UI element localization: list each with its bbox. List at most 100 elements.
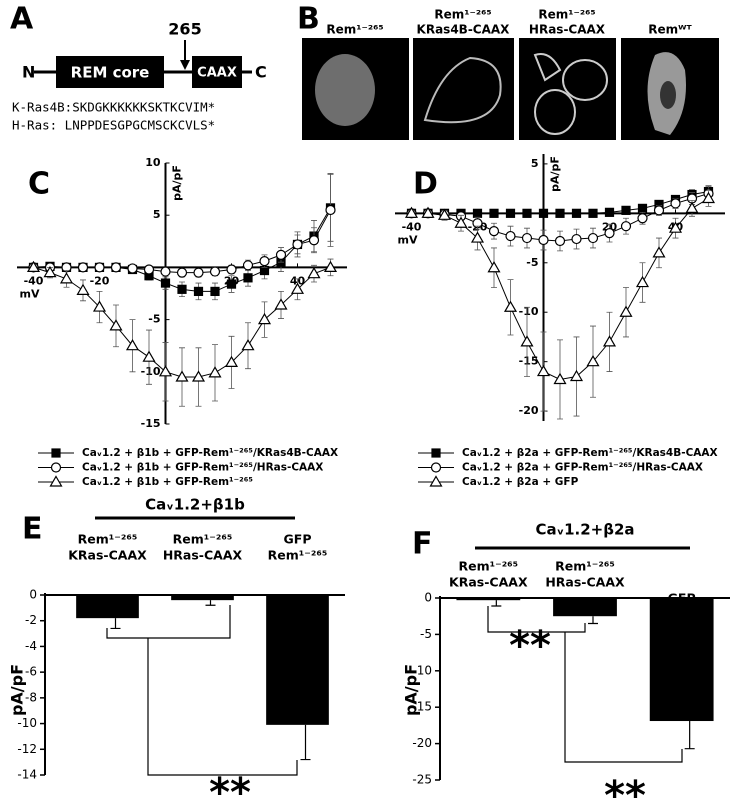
- y-tick-label: -8: [25, 690, 37, 704]
- series-line: [33, 209, 331, 274]
- y-tick-label: 5: [153, 208, 161, 221]
- marker: [620, 221, 632, 232]
- x-axis-label: mV: [20, 287, 40, 300]
- marker: [109, 319, 123, 331]
- y-tick-label: -10: [519, 305, 539, 318]
- y-tick-label: -15: [141, 417, 161, 430]
- image-title: Rem¹⁻²⁶⁵: [326, 23, 383, 37]
- y-tick-label: -10: [412, 663, 432, 677]
- marker: [308, 235, 320, 246]
- rem-core-box: [56, 56, 164, 88]
- caax-label: CAAX: [197, 66, 237, 81]
- error-bar: [110, 618, 121, 630]
- x-axis-label: mV: [398, 233, 418, 246]
- marker: [538, 208, 549, 218]
- marker: [243, 273, 253, 283]
- marker: [125, 339, 140, 351]
- cell: [315, 54, 375, 126]
- marker: [472, 208, 483, 218]
- significance-bracket: [487, 606, 586, 633]
- x-tick-label: HRas-CAAX: [163, 548, 243, 563]
- marker: [555, 208, 565, 218]
- y-tick-label: -20: [519, 404, 539, 417]
- marker: [637, 213, 648, 224]
- y-tick-label: -6: [25, 665, 37, 679]
- marker: [503, 300, 518, 312]
- error-bar: [300, 724, 311, 761]
- legend-label: Caᵥ1.2 + β2a + GFP-Rem¹⁻²⁶⁵/KRas4B-CAAX: [462, 447, 718, 459]
- y-axis-label: pA/pF: [8, 664, 27, 716]
- marker: [637, 203, 648, 213]
- y-tick-label: 10: [145, 156, 161, 169]
- sequence: H-Ras: LNPPDESGPGCMSCKCVLS*: [12, 118, 215, 133]
- marker: [76, 283, 90, 295]
- marker: [619, 305, 633, 317]
- marker: [505, 208, 516, 218]
- y-axis-label: pA/pF: [549, 156, 562, 192]
- marker: [127, 263, 138, 274]
- legend-label: Caᵥ1.2 + β2a + GFP: [462, 476, 579, 488]
- x-tick-label: GFP: [284, 532, 312, 547]
- caax-box: [192, 56, 242, 88]
- panel-label: A: [10, 2, 34, 37]
- legend-label: Caᵥ1.2 + β1b + GFP-Rem¹⁻²⁶⁵/HRas-CAAX: [82, 462, 323, 474]
- significance-label: **: [509, 623, 551, 669]
- marker: [143, 264, 155, 275]
- marker: [242, 260, 254, 271]
- error-bar: [205, 600, 216, 606]
- group-label: Caᵥ1.2+β1b: [145, 496, 245, 514]
- y-axis-label: pA/pF: [171, 165, 184, 201]
- legend-label: Caᵥ1.2 + β1b + GFP-Rem¹⁻²⁶⁵/KRas4B-CAAX: [82, 447, 338, 459]
- x-tick-label: Rem¹⁻²⁶⁵: [78, 532, 138, 547]
- marker: [274, 298, 288, 310]
- marker: [586, 354, 600, 367]
- sequence: K-Ras4B:SKDGKKKKKKSKTKCVIM*: [12, 100, 215, 115]
- marker: [621, 205, 631, 215]
- significance-label: **: [604, 773, 646, 804]
- y-tick-label: -5: [526, 256, 538, 269]
- marker: [487, 261, 501, 273]
- marker: [454, 216, 468, 228]
- marker: [307, 266, 321, 279]
- marker: [208, 366, 222, 378]
- image-row: [302, 38, 719, 140]
- arrow-head: [180, 60, 190, 70]
- micrograph: [519, 38, 616, 140]
- marker: [193, 267, 204, 278]
- marker: [209, 266, 221, 277]
- y-tick-label: -20: [412, 736, 432, 750]
- marker: [43, 265, 57, 278]
- bar: [553, 598, 617, 617]
- y-tick-label: -10: [17, 716, 37, 730]
- x-tick-label: Rem¹⁻²⁶⁵: [459, 559, 519, 574]
- x-tick-label: -40: [402, 220, 422, 233]
- error-bar: [491, 600, 502, 607]
- marker: [553, 372, 567, 385]
- y-tick-label: -25: [412, 773, 432, 787]
- legend-marker: [429, 475, 443, 487]
- marker: [275, 249, 287, 260]
- marker: [160, 278, 171, 288]
- cell: [533, 53, 562, 82]
- marker: [257, 312, 272, 325]
- significance-bracket: [147, 638, 298, 776]
- marker: [59, 272, 74, 284]
- image-title: HRas-CAAX: [529, 23, 606, 37]
- marker: [489, 208, 499, 218]
- marker: [668, 221, 683, 233]
- marker: [92, 300, 107, 312]
- image-title: Rem¹⁻²⁶⁵: [434, 8, 491, 22]
- panel-label: F: [412, 527, 433, 562]
- significance-bracket: [564, 632, 683, 763]
- marker: [290, 282, 305, 294]
- legend-marker: [49, 475, 63, 487]
- legend-marker: [431, 448, 441, 458]
- domain-label: REM core: [71, 64, 150, 82]
- panel-label: C: [28, 167, 50, 202]
- marker: [571, 208, 582, 218]
- y-axis-label: pA/pF: [402, 664, 421, 716]
- marker: [259, 256, 270, 267]
- x-tick-label: KRas-CAAX: [68, 548, 147, 563]
- marker: [470, 231, 485, 243]
